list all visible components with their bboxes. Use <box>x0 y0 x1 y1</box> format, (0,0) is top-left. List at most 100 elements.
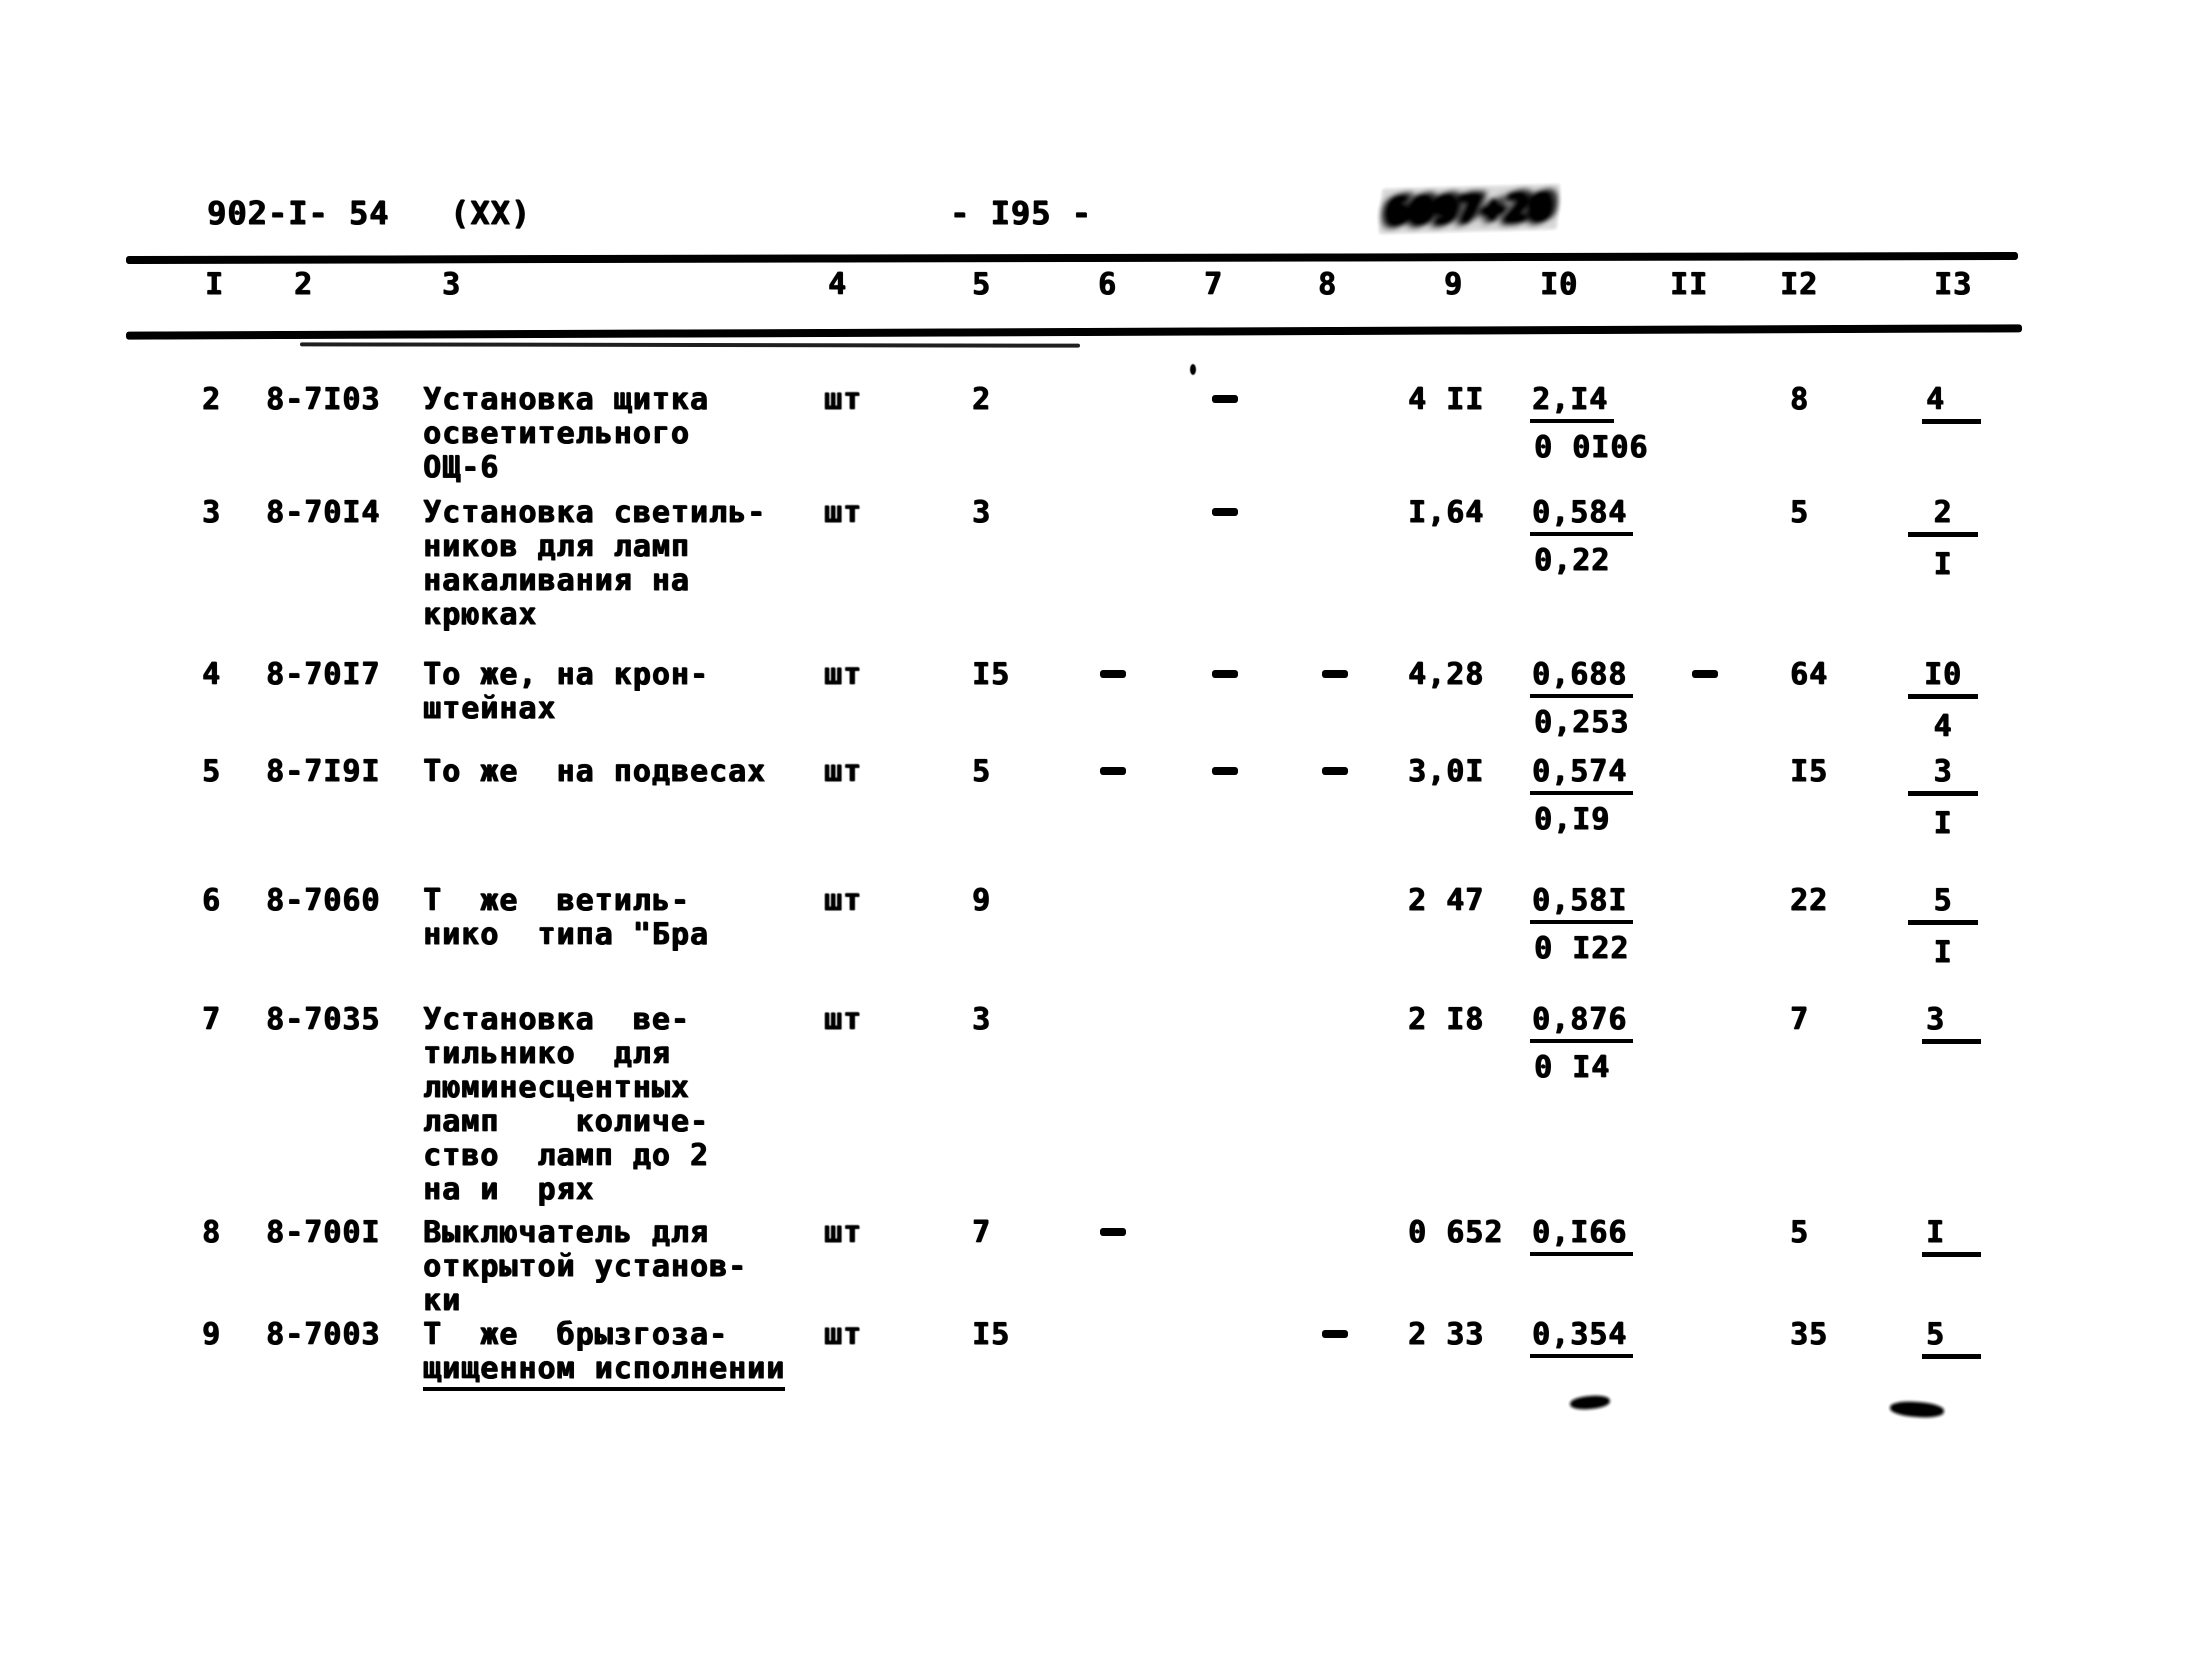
row-number: 2 <box>202 382 222 417</box>
ink-stamp: 6097+20 <box>1378 183 1561 235</box>
col12-value: 5 <box>1790 1215 1810 1250</box>
row-description-line: Т же ветиль- <box>423 883 690 918</box>
column-number: 7 <box>1204 267 1224 302</box>
col10-top-value: 0,I66 <box>1530 1216 1634 1256</box>
row-description-line: нико типа "Бра <box>423 917 709 952</box>
dash-mark <box>1322 767 1348 775</box>
col12-value: 5 <box>1790 495 1810 530</box>
column-number: I <box>205 267 225 302</box>
row-description-line: тильнико для <box>423 1036 671 1071</box>
col13-numerator: 3 <box>1908 755 1978 796</box>
row-description-line: ОЩ-6 <box>423 450 500 485</box>
row-description-line: ников для ламп <box>423 529 690 564</box>
row-description-line: Установка ве- <box>423 1002 690 1037</box>
col10-top-value: 0,58I <box>1530 884 1634 924</box>
row-description-line: ки <box>423 1283 462 1318</box>
col10-top-value: 0,584 <box>1530 496 1634 536</box>
column-number: 6 <box>1098 267 1118 302</box>
row-code: 8-7060 <box>266 883 381 918</box>
row-number: 3 <box>202 495 222 530</box>
col10-bottom-value: 0,22 <box>1534 543 1611 578</box>
dash-mark <box>1212 767 1238 775</box>
col12-value: 8 <box>1790 382 1810 417</box>
row-description-line: люминесцентных <box>423 1070 690 1105</box>
col13-denominator: I <box>1933 547 1953 582</box>
col13-numerator: 5 <box>1908 884 1978 925</box>
row-qty: I5 <box>972 657 1011 692</box>
dash-mark <box>1212 395 1238 403</box>
row-description-line: Установка светиль- <box>423 495 767 530</box>
col10-bottom-value: 0 I4 <box>1534 1050 1611 1085</box>
row-qty: 3 <box>972 1002 992 1037</box>
dash-mark <box>1322 1330 1348 1338</box>
row-number: 7 <box>202 1002 222 1037</box>
col12-value: 7 <box>1790 1002 1810 1037</box>
col9-value: 2 I8 <box>1408 1002 1485 1037</box>
col13-value: 3 <box>1922 1003 1982 1044</box>
col10-top-value: 2,I4 <box>1530 383 1615 423</box>
col13-denominator: 4 <box>1933 709 1953 744</box>
page-number: - I95 - <box>950 194 1092 232</box>
dash-mark <box>1100 767 1126 775</box>
column-number: 5 <box>972 267 992 302</box>
col13-numerator: 2 <box>1908 496 1978 537</box>
column-number: 8 <box>1318 267 1338 302</box>
column-number: II <box>1670 267 1709 302</box>
row-number: 9 <box>202 1317 222 1352</box>
row-description-line: открытой установ- <box>423 1249 748 1284</box>
row-description-line: Т же брызгоза- <box>423 1317 728 1352</box>
doc-number: 902-I- 54 <box>207 194 390 232</box>
row-code: 8-7003 <box>266 1317 381 1352</box>
col9-value: 2 33 <box>1408 1317 1485 1352</box>
row-number: 6 <box>202 883 222 918</box>
row-description-line: штейнах <box>423 691 557 726</box>
row-description-line: ламп количе- <box>423 1104 709 1139</box>
row-description-line: ство ламп до 2 <box>423 1138 709 1173</box>
row-code: 8-70I7 <box>266 657 381 692</box>
row-unit: шт <box>824 1317 863 1352</box>
row-number: 4 <box>202 657 222 692</box>
row-unit: шт <box>824 382 863 417</box>
column-number: 4 <box>828 267 848 302</box>
col12-value: 35 <box>1790 1317 1829 1352</box>
col13-denominator: I <box>1933 806 1953 841</box>
row-description-line: на и рях <box>423 1172 595 1207</box>
col10-bottom-value: 0,I9 <box>1534 802 1611 837</box>
copy-mark: (XX) <box>450 194 532 232</box>
row-code: 8-7035 <box>266 1002 381 1037</box>
row-qty: 2 <box>972 382 992 417</box>
column-number: 3 <box>442 267 462 302</box>
row-unit: шт <box>824 1002 863 1037</box>
col12-value: I5 <box>1790 754 1829 789</box>
row-unit: шт <box>824 657 863 692</box>
row-qty: I5 <box>972 1317 1011 1352</box>
dash-mark <box>1100 670 1126 678</box>
column-number: 9 <box>1444 267 1464 302</box>
col10-top-value: 0,354 <box>1530 1318 1634 1358</box>
dash-mark <box>1212 670 1238 678</box>
row-description-line: То же на подвесах <box>423 754 767 789</box>
dash-mark <box>1322 670 1348 678</box>
row-qty: 3 <box>972 495 992 530</box>
col13-value: 5 <box>1922 1318 1982 1359</box>
row-unit: шт <box>824 754 863 789</box>
col10-bottom-value: 0 0I06 <box>1534 430 1649 465</box>
col12-value: 22 <box>1790 883 1829 918</box>
row-code: 8-7I03 <box>266 382 381 417</box>
row-code: 8-70I4 <box>266 495 381 530</box>
col9-value: 3,0I <box>1408 754 1485 789</box>
row-number: 5 <box>202 754 222 789</box>
row-description-line: накаливания на <box>423 563 690 598</box>
row-qty: 5 <box>972 754 992 789</box>
row-unit: шт <box>824 1215 863 1250</box>
col13-value: I <box>1922 1216 1982 1257</box>
col10-top-value: 0,876 <box>1530 1003 1634 1043</box>
row-code: 8-7I9I <box>266 754 381 789</box>
ink-smudge <box>1569 1394 1611 1411</box>
row-description-line: То же, на крон- <box>423 657 709 692</box>
col10-top-value: 0,688 <box>1530 658 1634 698</box>
column-number: I0 <box>1540 267 1579 302</box>
ink-speck <box>1190 364 1196 375</box>
column-number: I2 <box>1780 267 1819 302</box>
table-header-rule <box>125 324 2023 340</box>
